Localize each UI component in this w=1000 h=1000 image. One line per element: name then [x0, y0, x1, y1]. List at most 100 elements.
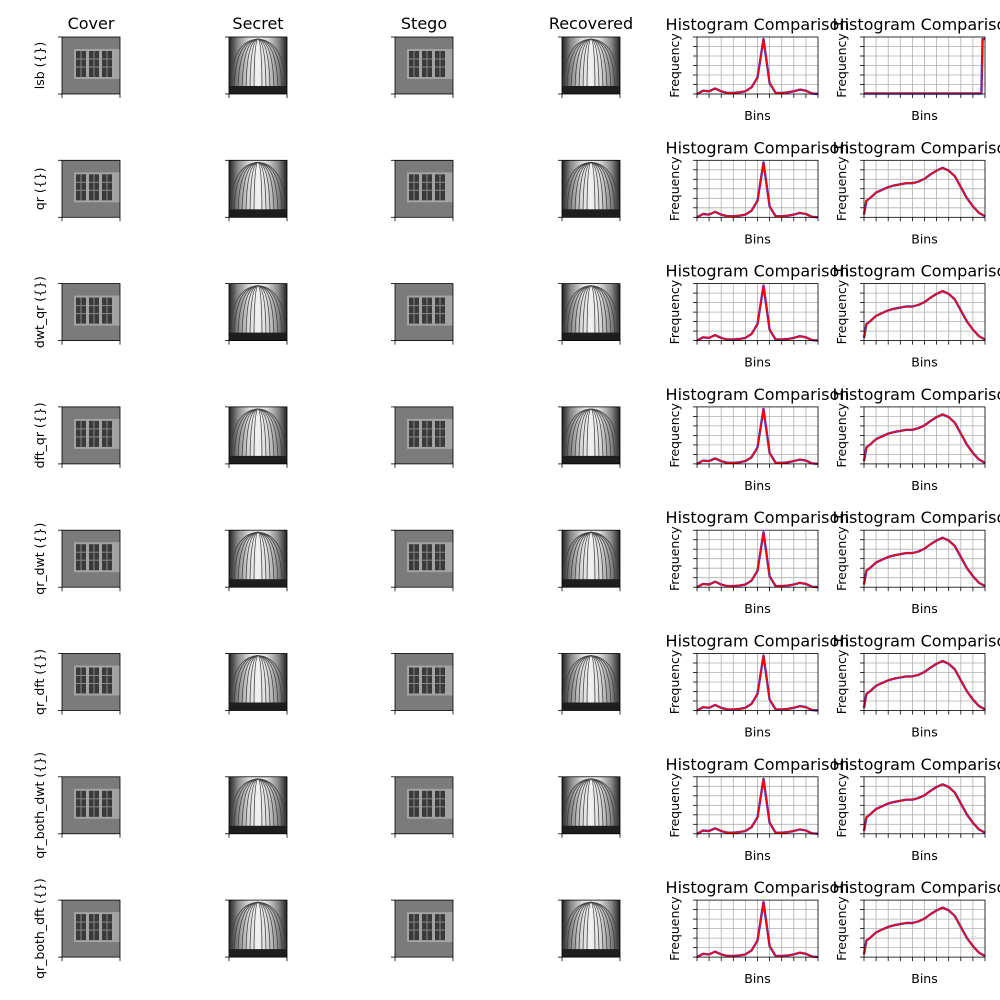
arch-line	[249, 655, 259, 711]
row-label: qr_both_dft ({})	[32, 878, 47, 979]
arch-line	[253, 655, 259, 711]
stego-series-line	[863, 660, 986, 711]
arch-line	[582, 285, 592, 341]
secret-image-bg	[229, 406, 287, 464]
y-axis-label: Frequency	[834, 649, 849, 714]
column-title: Cover	[68, 14, 115, 33]
arch-line	[582, 531, 592, 588]
x-axis-label: Bins	[911, 971, 937, 986]
arch-line	[590, 38, 604, 95]
arch-line	[590, 408, 596, 464]
arch-line	[253, 285, 259, 341]
cover-image	[58, 283, 121, 345]
arch-line	[590, 655, 600, 711]
arch-line	[562, 38, 592, 95]
arch-line	[245, 161, 259, 218]
floor-shadow	[562, 332, 620, 341]
arch-line	[257, 778, 271, 834]
arch-line	[590, 531, 600, 588]
secret-image-bg	[562, 776, 620, 834]
arch-line	[590, 38, 596, 95]
floor-shadow	[229, 86, 287, 94]
arch-line	[257, 901, 271, 958]
arch-line	[586, 531, 592, 588]
arch-line	[590, 901, 620, 958]
stego-image	[391, 159, 454, 222]
arch-line	[590, 531, 596, 588]
y-axis-label: Frequency	[834, 896, 849, 961]
arch-line	[257, 285, 271, 341]
arch-line	[229, 778, 259, 834]
arch-line	[582, 161, 592, 218]
secret-image-bg	[562, 530, 620, 588]
secret-image-bg	[562, 900, 620, 958]
arch-line	[257, 531, 263, 588]
arch-line	[578, 901, 592, 958]
floor-shadow	[229, 825, 287, 834]
histogram-title: Histogram Comparison	[666, 262, 850, 281]
cover-image	[58, 36, 121, 98]
floor-shadow	[562, 455, 620, 464]
arch-line	[582, 408, 592, 464]
histogram-secret-recovered: Histogram Comparison Bins Frequency	[833, 262, 1000, 370]
secret-image-bg	[229, 283, 287, 341]
arch-line	[590, 778, 600, 834]
y-axis-label: Frequency	[834, 33, 849, 98]
x-axis-label: Bins	[911, 601, 937, 616]
histogram-title: Histogram Comparison	[666, 632, 850, 651]
arch-line	[586, 38, 592, 95]
y-axis-label: Frequency	[834, 526, 849, 591]
histogram-title: Histogram Comparison	[833, 15, 1000, 34]
column-title: Secret	[232, 14, 283, 33]
arch-line	[586, 778, 592, 834]
histogram-secret-recovered: Histogram Comparison Bins Frequency	[833, 15, 1000, 123]
cover-image	[58, 406, 121, 468]
arch-line	[257, 531, 267, 588]
arch-line	[582, 38, 592, 95]
arch-line	[249, 285, 259, 341]
stego-series-line	[696, 778, 819, 835]
arch-line	[257, 285, 287, 341]
row-label: dwt_qr ({})	[32, 276, 47, 348]
arch-line	[590, 655, 604, 711]
recovered-image	[558, 653, 621, 715]
secret-image-bg	[229, 900, 287, 958]
secret-image-bg	[562, 653, 620, 711]
histogram-title: Histogram Comparison	[833, 385, 1000, 404]
arch-line	[578, 531, 592, 588]
histogram-cover-stego: Histogram Comparison Bins Frequency	[666, 385, 850, 493]
arch-line	[590, 38, 600, 95]
floor-shadow	[562, 825, 620, 834]
floor-shadow	[229, 702, 287, 711]
histogram-cover-stego: Histogram Comparison Bins Frequency	[666, 755, 850, 863]
stego-series-line	[696, 161, 819, 219]
histogram-secret-recovered: Histogram Comparison Bins Frequency	[833, 138, 1000, 246]
arch-line	[257, 38, 267, 95]
histogram-title: Histogram Comparison	[666, 755, 850, 774]
histogram-title: Histogram Comparison	[666, 385, 850, 404]
arch-line	[590, 655, 596, 711]
x-axis-label: Bins	[744, 848, 770, 863]
arch-line	[257, 408, 287, 464]
x-axis-label: Bins	[744, 355, 770, 370]
histogram-title: Histogram Comparison	[833, 755, 1000, 774]
arch-line	[590, 531, 620, 588]
x-axis-label: Bins	[744, 478, 770, 493]
arch-line	[578, 408, 592, 464]
histogram-title: Histogram Comparison	[833, 632, 1000, 651]
arch-line	[249, 901, 259, 958]
arch-line	[590, 408, 620, 464]
arch-line	[257, 161, 271, 218]
row-label: dft_qr ({})	[32, 402, 47, 468]
recovered-image	[558, 899, 621, 962]
arch-line	[229, 901, 259, 958]
arch-line	[578, 778, 592, 834]
floor-shadow	[229, 332, 287, 341]
x-axis-label: Bins	[744, 231, 770, 246]
arch-line	[590, 285, 604, 341]
secret-image-bg	[562, 406, 620, 464]
histogram-title: Histogram Comparison	[666, 878, 850, 897]
arch-line	[257, 531, 271, 588]
x-axis-label: Bins	[911, 108, 937, 123]
